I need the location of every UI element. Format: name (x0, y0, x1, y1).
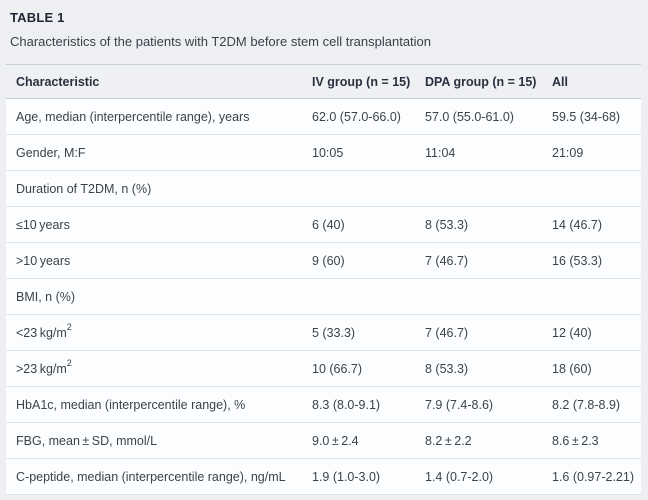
bmi-lt23-label: <23 kg/m (16, 325, 67, 340)
cell-characteristic: HbA1c, median (interpercentile range), % (6, 386, 302, 423)
table-row-bmi-gt23: >23 kg/m2 10 (66.7) 8 (53.3) 18 (60) (6, 350, 641, 387)
cell-dpa: 8.2 ± 2.2 (415, 422, 542, 459)
cell-iv: 10 (66.7) (302, 350, 415, 387)
cell-iv: 9.0 ± 2.4 (302, 422, 415, 459)
cell-dpa: 7.9 (7.4-8.6) (415, 386, 542, 423)
cell-characteristic: >23 kg/m2 (6, 350, 302, 387)
table-row-gender: Gender, M:F 10:05 11:04 21:09 (6, 134, 641, 171)
column-header-characteristic: Characteristic (6, 64, 302, 99)
cell-iv: 5 (33.3) (302, 314, 415, 351)
cell-characteristic: Age, median (interpercentile range), yea… (6, 98, 302, 135)
cell-dpa (415, 278, 542, 315)
cell-iv: 10:05 (302, 134, 415, 171)
cell-characteristic: Duration of T2DM, n (%) (6, 170, 302, 207)
table-row-duration-le10: ≤10 years 6 (40) 8 (53.3) 14 (46.7) (6, 206, 641, 243)
table-row-duration-gt10: >10 years 9 (60) 7 (46.7) 16 (53.3) (6, 242, 641, 279)
cell-all: 21:09 (542, 134, 641, 171)
cell-dpa: 8 (53.3) (415, 206, 542, 243)
table-row-hba1c: HbA1c, median (interpercentile range), %… (6, 386, 641, 423)
cell-all: 8.6 ± 2.3 (542, 422, 641, 459)
cell-dpa: 8 (53.3) (415, 350, 542, 387)
table-body: Age, median (interpercentile range), yea… (6, 98, 641, 495)
cell-characteristic: BMI, n (%) (6, 278, 302, 315)
column-header-dpa-group: DPA group (n = 15) (415, 64, 542, 99)
cell-dpa: 1.4 (0.7-2.0) (415, 458, 542, 495)
column-header-iv-group: IV group (n = 15) (302, 64, 415, 99)
table-row-fbg: FBG, mean ± SD, mmol/L 9.0 ± 2.4 8.2 ± 2… (6, 422, 641, 459)
cell-characteristic: Gender, M:F (6, 134, 302, 171)
cell-characteristic: >10 years (6, 242, 302, 279)
table-header: Characteristic IV group (n = 15) DPA gro… (6, 64, 641, 99)
cell-all: 14 (46.7) (542, 206, 641, 243)
cell-iv (302, 170, 415, 207)
table-caption: Characteristics of the patients with T2D… (10, 34, 432, 49)
cell-characteristic: ≤10 years (6, 206, 302, 243)
column-header-all: All (542, 64, 641, 99)
cell-all: 8.2 (7.8-8.9) (542, 386, 641, 423)
patient-characteristics-table: Characteristic IV group (n = 15) DPA gro… (6, 64, 641, 495)
table-row-c-peptide: C-peptide, median (interpercentile range… (6, 458, 641, 495)
cell-all (542, 170, 641, 207)
cell-characteristic: FBG, mean ± SD, mmol/L (6, 422, 302, 459)
cell-characteristic: C-peptide, median (interpercentile range… (6, 458, 302, 495)
bmi-gt23-label: >23 kg/m (16, 361, 67, 376)
cell-iv: 9 (60) (302, 242, 415, 279)
cell-iv: 62.0 (57.0-66.0) (302, 98, 415, 135)
table-row-bmi-lt23: <23 kg/m2 5 (33.3) 7 (46.7) 12 (40) (6, 314, 641, 351)
cell-dpa (415, 170, 542, 207)
header-row: Characteristic IV group (n = 15) DPA gro… (6, 64, 641, 99)
table-label: TABLE 1 (10, 10, 65, 25)
cell-all: 1.6 (0.97-2.21) (542, 458, 641, 495)
cell-iv: 1.9 (1.0-3.0) (302, 458, 415, 495)
table-row-duration-group: Duration of T2DM, n (%) (6, 170, 641, 207)
cell-dpa: 11:04 (415, 134, 542, 171)
table-row-bmi-group: BMI, n (%) (6, 278, 641, 315)
cell-dpa: 7 (46.7) (415, 314, 542, 351)
cell-all: 59.5 (34-68) (542, 98, 641, 135)
cell-all: 16 (53.3) (542, 242, 641, 279)
cell-all: 12 (40) (542, 314, 641, 351)
cell-all: 18 (60) (542, 350, 641, 387)
cell-iv: 6 (40) (302, 206, 415, 243)
cell-characteristic: <23 kg/m2 (6, 314, 302, 351)
cell-all (542, 278, 641, 315)
table-row-age: Age, median (interpercentile range), yea… (6, 98, 641, 135)
cell-iv (302, 278, 415, 315)
cell-dpa: 57.0 (55.0-61.0) (415, 98, 542, 135)
cell-dpa: 7 (46.7) (415, 242, 542, 279)
cell-iv: 8.3 (8.0-9.1) (302, 386, 415, 423)
superscript-2: 2 (66, 358, 72, 369)
superscript-2: 2 (66, 322, 72, 333)
